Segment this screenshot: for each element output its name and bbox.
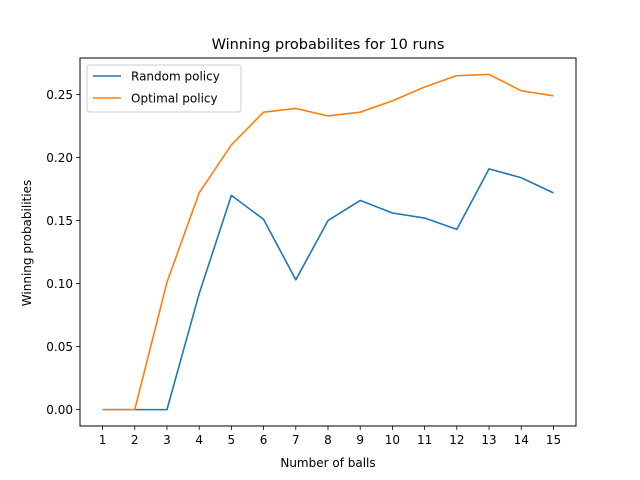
y-axis-ticks: 0.00 0.05 0.10 0.15 0.20 0.25 xyxy=(46,88,80,417)
x-tick-label: 9 xyxy=(356,433,364,447)
legend-label-random-policy: Random policy xyxy=(131,70,220,84)
x-tick-label: 10 xyxy=(385,433,400,447)
x-tick-label: 14 xyxy=(514,433,529,447)
y-tick-label: 0.00 xyxy=(46,403,73,417)
chart-title: Winning probabilites for 10 runs xyxy=(212,37,445,53)
legend-box xyxy=(86,64,242,113)
y-axis-label: Winning probabilities xyxy=(20,180,34,306)
y-tick-label: 0.15 xyxy=(46,214,73,228)
plot-frame xyxy=(79,57,577,427)
y-tick-label: 0.25 xyxy=(46,88,73,102)
x-tick-label: 12 xyxy=(449,433,464,447)
x-tick-label: 1 xyxy=(99,433,107,447)
legend: Random policy Optimal policy xyxy=(86,64,242,113)
x-tick-label: 7 xyxy=(292,433,300,447)
y-tick-label: 0.20 xyxy=(46,151,73,165)
x-tick-label: 2 xyxy=(131,433,139,447)
x-tick-label: 8 xyxy=(324,433,332,447)
x-axis-ticks: 1 2 3 4 5 6 7 8 9 10 11 12 13 14 15 xyxy=(99,426,561,447)
series-line-random-policy xyxy=(102,168,554,411)
x-tick-label: 6 xyxy=(260,433,268,447)
x-tick-label: 4 xyxy=(195,433,203,447)
legend-label-optimal-policy: Optimal policy xyxy=(131,92,218,106)
y-tick-label: 0.05 xyxy=(46,340,73,354)
series-layer xyxy=(102,73,554,411)
x-tick-label: 11 xyxy=(417,433,432,447)
y-tick-label: 0.10 xyxy=(46,277,73,291)
x-tick-label: 5 xyxy=(228,433,236,447)
x-tick-label: 13 xyxy=(481,433,496,447)
series-line-optimal-policy xyxy=(102,73,554,411)
x-axis-label: Number of balls xyxy=(280,456,375,470)
x-tick-label: 15 xyxy=(546,433,561,447)
x-tick-label: 3 xyxy=(163,433,171,447)
